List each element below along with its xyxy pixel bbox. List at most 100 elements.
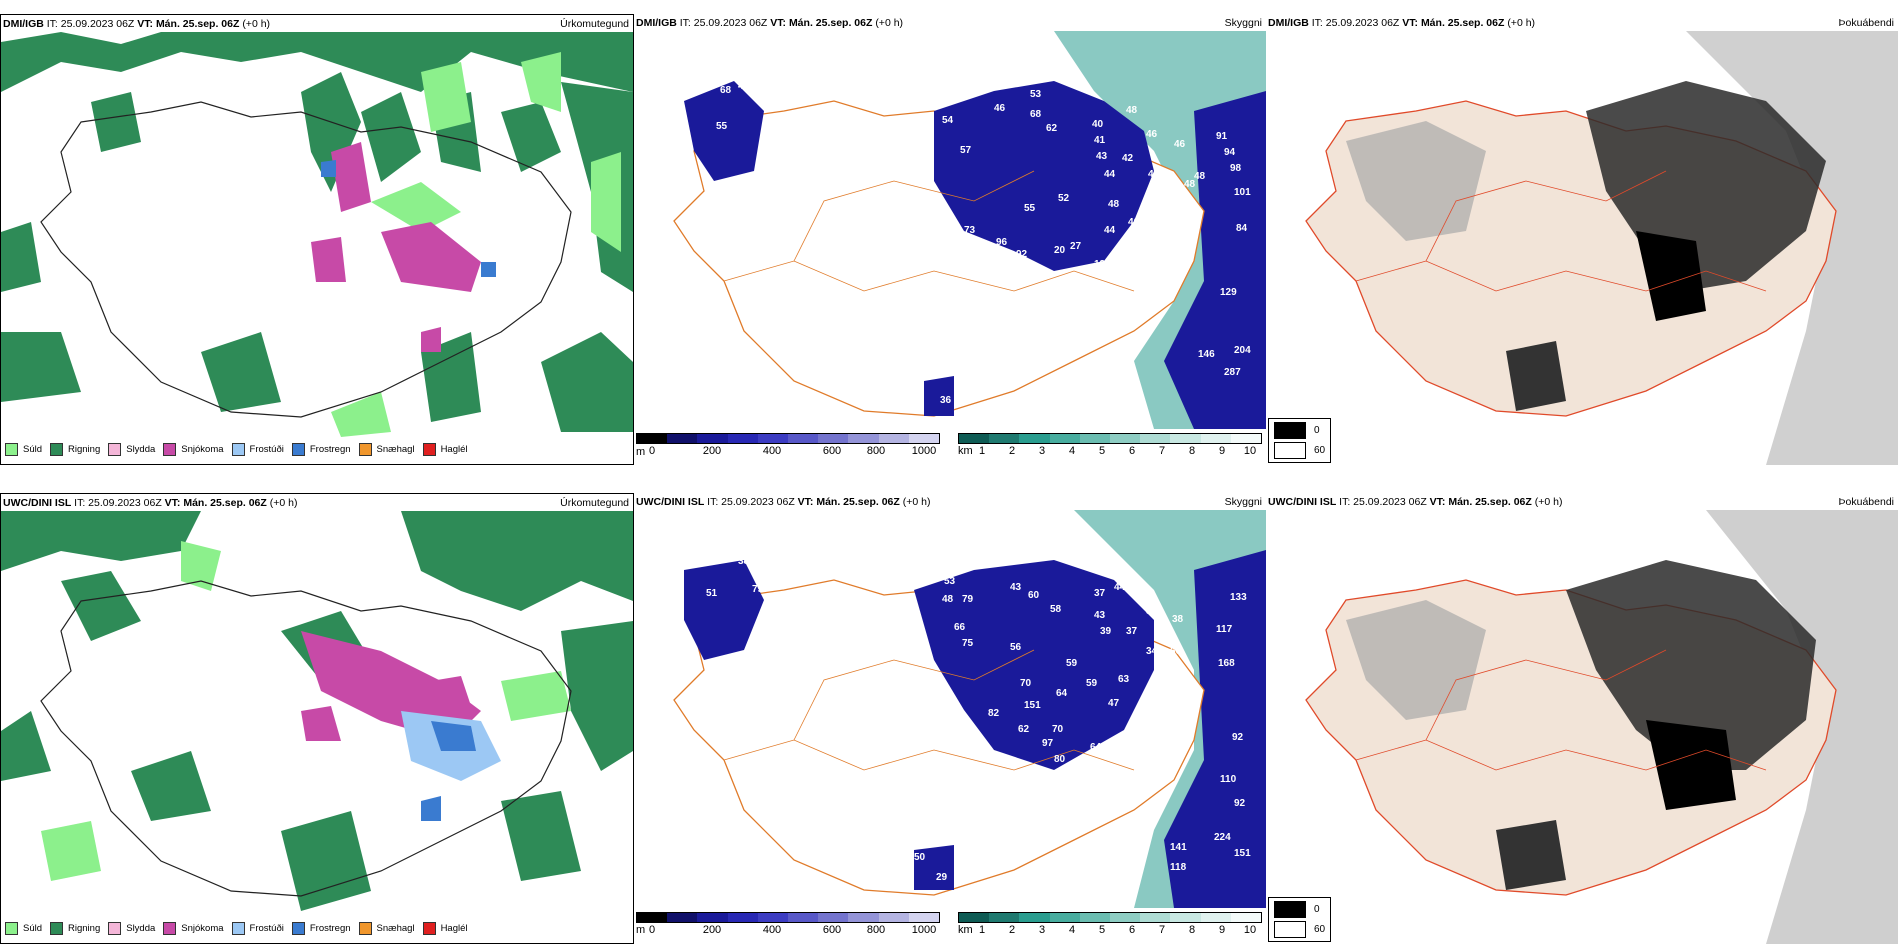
cloud-number: 34 [1146, 646, 1158, 657]
cloud-number: 20 [1054, 245, 1066, 256]
swatch [422, 921, 436, 935]
swatch [1274, 422, 1306, 439]
fog-map [1266, 510, 1898, 944]
legend-item: Snjókoma [163, 442, 224, 456]
colorbar-tick: 600 [822, 924, 842, 936]
cloud-number: 37 [1094, 588, 1106, 599]
panel-title: Úrkomutegund [560, 18, 629, 30]
iceland-outline [40, 101, 572, 418]
cloud-number: 43 [1148, 199, 1160, 210]
cloud-panel-2: UWC/DINI ISL IT: 25.09.2023 06Z VT: Mán.… [634, 493, 1266, 944]
swatch [358, 921, 372, 935]
init-time: IT: 25.09.2023 06Z [1311, 17, 1400, 29]
cloud-number: 43 [1094, 610, 1106, 621]
cloud-number: 72 [878, 702, 890, 713]
drizzle-areas [331, 52, 621, 437]
swatch [358, 442, 372, 456]
swatch [291, 921, 305, 935]
cloud-number: 59 [1086, 678, 1098, 689]
cloud-map: 78 53 38 51 79 53 48 79 66 75 43 60 58 3… [673, 510, 1266, 908]
cloud-area-north [914, 560, 1154, 770]
legend-item: Rigning [50, 442, 100, 456]
rain-areas [1, 32, 633, 432]
freezing-rain-areas [321, 160, 496, 277]
panel-header: UWC/DINI ISL IT: 25.09.2023 06Z VT: Mán.… [3, 496, 629, 510]
iceland-outline [40, 580, 572, 897]
sea-high-cloud [1164, 91, 1266, 429]
cloud-number: 82 [896, 219, 908, 230]
cloud-area-north [934, 81, 1154, 271]
fog-area-south [1496, 820, 1566, 890]
fog-legend-row: 60 [1274, 921, 1325, 938]
vt-label: VT: [797, 496, 814, 508]
colorbar-tick: 9 [1218, 924, 1226, 936]
fog-panel-1: DMI/IGB IT: 25.09.2023 06Z VT: Mán. 25.s… [1266, 14, 1898, 465]
cloud-number: 47 [1108, 698, 1120, 709]
cloud-number: 62 [1118, 243, 1130, 254]
cloud-number: 84 [1236, 223, 1248, 234]
panel-title: Skyggni [1224, 17, 1262, 29]
cloud-number: 38 [738, 556, 750, 567]
colorbar-tick: 9 [1218, 445, 1226, 457]
legend-label: Súld [23, 922, 43, 934]
cloud-number: 63 [1118, 674, 1130, 685]
model-name: DMI/IGB [636, 17, 677, 29]
legend-item: Súld [5, 921, 43, 935]
snow-areas [301, 631, 481, 741]
init-time: IT: 25.09.2023 06Z [1339, 496, 1427, 508]
colorbar-tick: 1000 [911, 924, 937, 936]
model-name: DMI/IGB [3, 18, 44, 30]
fog-legend-label: 60 [1314, 445, 1326, 456]
fog-legend: 0 60 [1268, 897, 1332, 942]
legend-label: Snæhagl [376, 922, 415, 934]
panel-header: UWC/DINI ISL IT: 25.09.2023 06Z VT: Mán.… [636, 495, 1262, 509]
cloud-area-westfjords [684, 81, 764, 181]
cloud-number: 58 [1050, 604, 1062, 615]
colorbar-tick: 4 [1068, 924, 1076, 936]
fog-area-central [1636, 231, 1706, 321]
lead-time: (+0 h) [1534, 496, 1563, 508]
snow-areas [311, 142, 481, 352]
colorbar-tick: 1000 [911, 445, 937, 457]
cloud-number: 168 [1218, 658, 1235, 669]
roads [723, 649, 1135, 771]
fog-legend-label: 0 [1314, 904, 1320, 915]
vt-value: Mán. 25.sep. 06Z [1448, 496, 1532, 508]
precip-map [1, 511, 633, 911]
vt-label: VT: [1402, 17, 1419, 29]
legend-item: Haglél [422, 442, 468, 456]
legend-item: Frostregn [291, 442, 351, 456]
swatch [5, 921, 18, 935]
legend-label: Frostúði [249, 922, 284, 934]
cloud-number: 38 [1172, 614, 1184, 625]
cloud-number: 40 [1092, 119, 1104, 130]
cloud-number: 27 [1070, 241, 1082, 252]
cloud-number: 73 [964, 225, 976, 236]
cloud-number: 43 [1164, 658, 1176, 669]
init-time: IT: 25.09.2023 06Z [74, 497, 162, 509]
cloud-number: 75 [962, 638, 974, 649]
panel-title: Úrkomutegund [560, 497, 629, 509]
cloud-number: 41 [1094, 135, 1106, 146]
fog-legend-row: 60 [1274, 442, 1325, 459]
cloud-numbers: 46 68 55 66 54 57 46 53 68 62 40 41 48 4… [716, 81, 1251, 428]
fog-legend-row: 0 [1274, 422, 1325, 439]
cloud-number: 55 [1024, 203, 1036, 214]
cloud-number: 46 [1146, 129, 1158, 140]
cloud-number: 50 [914, 852, 926, 863]
cloud-number: 151 [1024, 700, 1041, 711]
colorbar-tick: 3 [1038, 924, 1046, 936]
drizzle-areas [41, 541, 571, 881]
freezing-rain-areas [421, 721, 476, 821]
swatch [108, 921, 122, 935]
colorbar-tick: 5 [1098, 924, 1106, 936]
colorbar-ticks: km 1 2 3 4 5 6 7 8 9 10 [958, 924, 1262, 938]
roads [1355, 649, 1767, 771]
cloud-number: 48 [942, 594, 954, 605]
cloud-number: 35 [1146, 606, 1158, 617]
colorbar-tick: 1 [978, 445, 986, 457]
lead-time: (+0 h) [875, 17, 904, 29]
legend-item: Snæhagl [358, 921, 415, 935]
cloud-number: 92 [1232, 732, 1244, 743]
cloud-number: 64 [1090, 742, 1102, 753]
